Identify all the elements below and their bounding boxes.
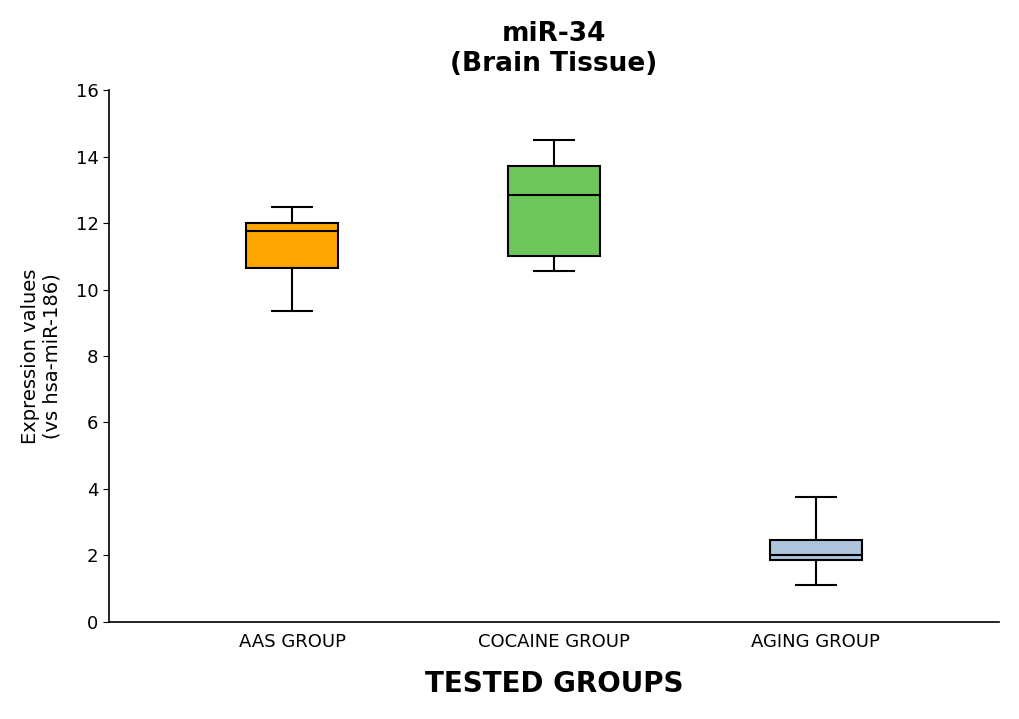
- Y-axis label: Expression values
(vs hsa-miR-186): Expression values (vs hsa-miR-186): [20, 268, 62, 444]
- Bar: [247, 223, 337, 268]
- Bar: [507, 166, 599, 256]
- Title: miR-34
(Brain Tissue): miR-34 (Brain Tissue): [450, 21, 657, 77]
- Bar: [769, 540, 861, 560]
- X-axis label: TESTED GROUPS: TESTED GROUPS: [425, 670, 683, 698]
